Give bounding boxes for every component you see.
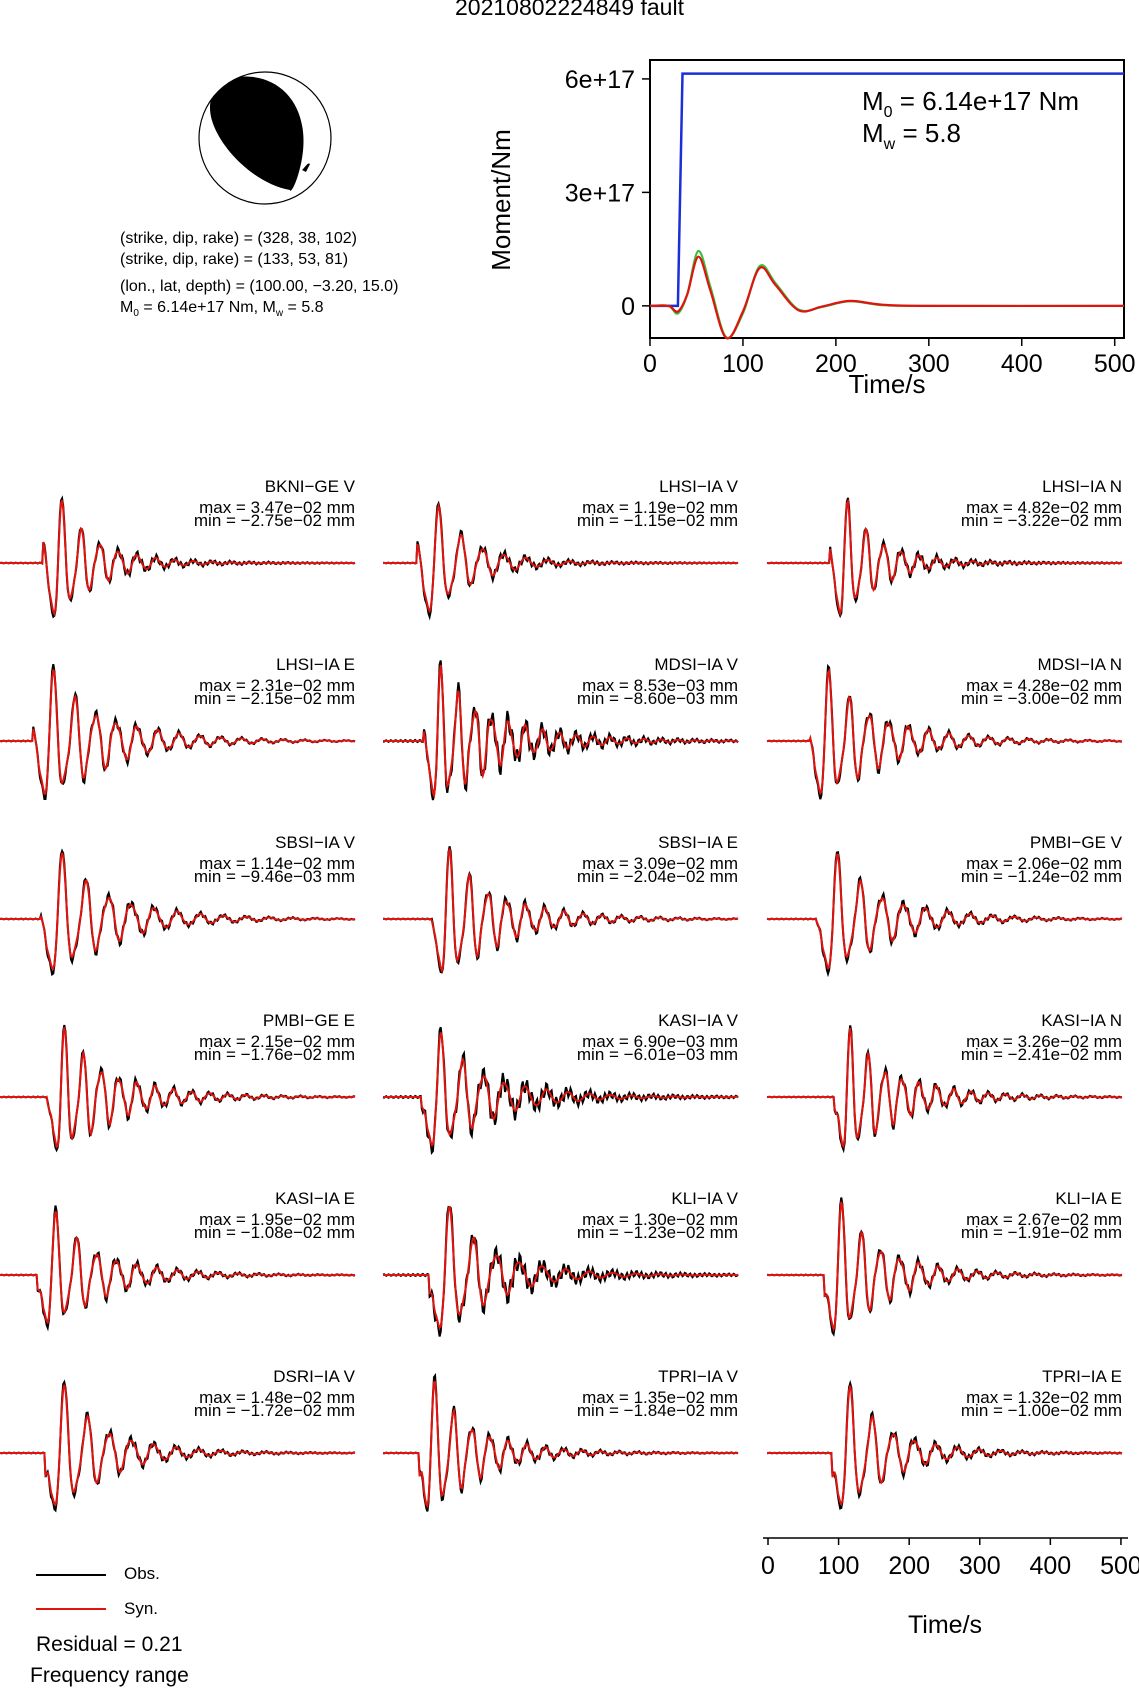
- bottom-xtick-label: 0: [761, 1552, 775, 1580]
- obs-trace: [383, 846, 739, 974]
- station-panel: [0, 1379, 356, 1513]
- bottom-xtick-label: 100: [818, 1552, 860, 1580]
- moment-text: M0 = 6.14e+17 Nm, Mw = 5.8: [120, 299, 324, 320]
- syn-trace: [0, 1384, 355, 1507]
- figure-title: 20210802224849 fault: [455, 0, 684, 20]
- bottom-xtick-label: 500: [1100, 1552, 1139, 1580]
- bottom-time-axis: 0 100 200 300 400 500 Time/s: [761, 1537, 1139, 1639]
- syn-trace: [767, 853, 1122, 970]
- location-text: (lon., lat, depth) = (100.00, −3.20, 15.…: [120, 278, 399, 295]
- frequency-range-text: Frequency range: [30, 1664, 189, 1687]
- moment-mw-label: Mw = 5.8: [862, 118, 961, 153]
- obs-trace: [766, 497, 1122, 619]
- moment-xtick-label: 100: [722, 350, 764, 378]
- station-panel: [382, 1205, 739, 1337]
- syn-trace: [767, 498, 1122, 617]
- residual-text: Residual = 0.21: [36, 1633, 183, 1656]
- station-panel: [0, 1205, 356, 1332]
- moment-xtick-label: 500: [1094, 350, 1136, 378]
- syn-trace: [0, 1027, 355, 1149]
- obs-trace: [766, 1025, 1123, 1154]
- station-panel: [766, 851, 1123, 978]
- syn-trace: [767, 1385, 1122, 1507]
- syn-trace: [0, 499, 355, 617]
- moment-chart: 0 3e+17 6e+17 0 100 200 300 400 500 Moment/Nm T…: [486, 59, 1136, 399]
- syn-trace: [767, 1027, 1123, 1149]
- syn-trace: [383, 1205, 738, 1330]
- obs-trace: [0, 495, 356, 619]
- obs-trace: [0, 1379, 356, 1513]
- syn-trace: [383, 502, 738, 614]
- syn-trace: [383, 1032, 738, 1147]
- syn-trace: [767, 668, 1123, 796]
- syn-trace: [383, 848, 738, 974]
- obs-trace: [0, 848, 356, 977]
- bottom-xtick-label: 200: [888, 1552, 930, 1580]
- legend-obs-line: [36, 1574, 106, 1576]
- moment-xlabel: Time/s: [848, 369, 925, 399]
- station-panel: [382, 1372, 739, 1512]
- station-panel: [0, 848, 356, 977]
- bottom-xtick-label: 400: [1029, 1552, 1071, 1580]
- syn-trace: [767, 1201, 1122, 1333]
- station-panel: [0, 664, 356, 800]
- station-panel: [383, 846, 739, 974]
- station-panel: [0, 495, 356, 619]
- stf-red-curve: [649, 255, 1125, 340]
- station-panel: [766, 1197, 1123, 1337]
- syn-trace: [383, 664, 738, 800]
- beachball-icon: [198, 71, 332, 205]
- moment-xtick-label: 0: [643, 350, 657, 378]
- legend-syn-line: [36, 1608, 106, 1610]
- station-panel: [766, 1379, 1123, 1510]
- moment-xtick-label: 300: [908, 350, 950, 378]
- plane1-text: (strike, dip, rake) = (328, 38, 102): [120, 230, 357, 247]
- legend-obs-label: Obs.: [124, 1564, 160, 1583]
- moment-ytick-label: 3e+17: [565, 179, 635, 207]
- station-panel: [383, 660, 739, 801]
- obs-trace: [766, 1379, 1123, 1510]
- moment-m0-label: M0 = 6.14e+17 Nm: [862, 86, 1079, 121]
- station-panel: [0, 1024, 356, 1153]
- moment-xtick-label: 400: [1001, 350, 1043, 378]
- station-panel: [766, 663, 1123, 800]
- moment-ylabel: Moment/Nm: [486, 129, 516, 271]
- station-panel: [766, 1025, 1123, 1154]
- syn-trace: [0, 1211, 355, 1325]
- plane2-text: (strike, dip, rake) = (133, 53, 81): [120, 251, 349, 268]
- moment-ytick-label: 0: [621, 293, 635, 321]
- moment-ytick-label: 6e+17: [565, 66, 635, 94]
- waveform-grid: [0, 495, 1123, 1513]
- bottom-xtick-label: 300: [959, 1552, 1001, 1580]
- syn-trace: [0, 852, 356, 971]
- bottom-xlabel: Time/s: [908, 1611, 982, 1639]
- station-panel: [382, 500, 739, 621]
- obs-trace: [0, 664, 356, 800]
- syn-trace: [383, 1381, 738, 1509]
- syn-trace: [0, 669, 356, 795]
- obs-trace: [766, 1197, 1123, 1337]
- legend-syn-label: Syn.: [124, 1599, 159, 1618]
- station-panel: [382, 1026, 739, 1156]
- obs-trace: [766, 663, 1122, 800]
- mechanism-info: (strike, dip, rake) = (328, 38, 102) (st…: [120, 228, 398, 324]
- moment-xtick-label: 200: [815, 350, 857, 378]
- moment-plot-frame: [649, 59, 1125, 339]
- station-panel: [766, 497, 1122, 619]
